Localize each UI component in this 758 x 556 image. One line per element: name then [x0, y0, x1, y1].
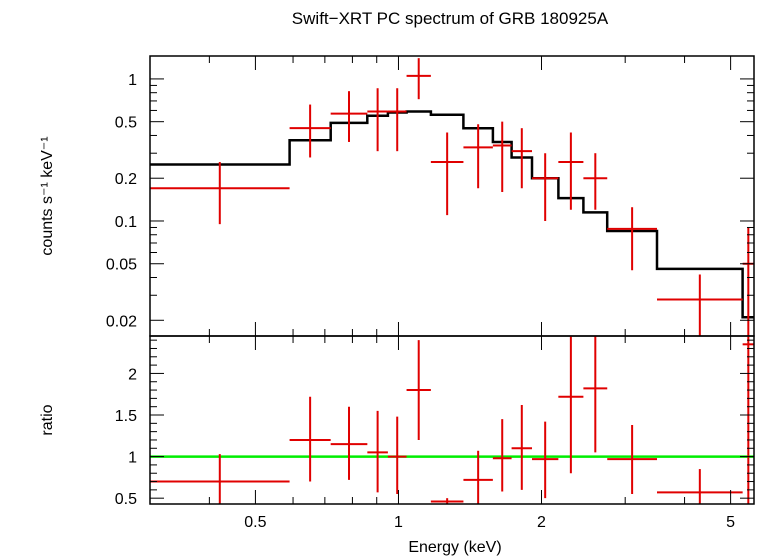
spectrum-y-tick-label: 0.02: [106, 313, 137, 330]
ratio-point: [330, 406, 368, 480]
ratio-point: [558, 336, 584, 474]
model-curve: [150, 110, 754, 319]
ratio-point: [387, 416, 407, 495]
ratio-axis-ticks: 0.5 1 2 5 0.5 1 1.5 2: [115, 336, 754, 531]
spectrum-point: [558, 132, 584, 210]
x-tick-label: 1: [394, 514, 403, 531]
model-step-line: [150, 110, 754, 319]
spectrum-point: [463, 124, 493, 189]
spectrum-y-tick-label: 0.5: [115, 115, 137, 132]
ratio-y-axis-label: ratio: [39, 404, 56, 435]
ratio-data-points: [150, 336, 754, 504]
spectrum-y-tick-label: 0.05: [106, 257, 137, 274]
spectrum-y-axis-label: counts s⁻¹ keV⁻¹: [39, 136, 56, 255]
spectrum-point: [289, 104, 331, 158]
spectrum-point: [607, 207, 658, 271]
ratio-panel: 0.5 1 2 5 0.5 1 1.5 2 ratio Energy (keV): [39, 335, 755, 556]
spectrum-point: [430, 132, 464, 216]
x-axis-label: Energy (keV): [408, 539, 501, 556]
spectrum-point: [367, 88, 388, 152]
ratio-point: [607, 424, 658, 495]
spectrum-plot-frame: [149, 55, 755, 337]
x-tick-label: 2: [537, 514, 546, 531]
spectrum-point: [492, 121, 512, 192]
ratio-point: [583, 336, 608, 453]
ratio-y-tick-label: 1.5: [115, 408, 137, 425]
spectrum-point: [532, 153, 559, 221]
ratio-y-tick-label: 2: [128, 366, 137, 383]
spectrum-point: [511, 128, 533, 189]
ratio-point: [406, 340, 431, 440]
ratio-y-tick-label: 0.5: [115, 491, 137, 508]
x-tick-label: 5: [726, 514, 735, 531]
ratio-point: [289, 396, 331, 482]
spectrum-point: [583, 153, 608, 210]
ratio-plot-frame: [149, 335, 755, 505]
ratio-point: [367, 410, 388, 493]
ratio-point: [657, 469, 743, 504]
spectrum-panel: 1 0.5 0.2 0.1 0.05 0.02 counts s⁻¹ keV⁻¹: [39, 55, 755, 337]
spectrum-point: [742, 227, 754, 336]
spectrum-point: [657, 274, 743, 336]
spectrum-point: [406, 58, 431, 100]
ratio-point: [742, 336, 754, 504]
spectrum-y-tick-label: 0.2: [115, 171, 137, 188]
ratio-point: [463, 450, 493, 504]
x-tick-label: 0.5: [244, 514, 266, 531]
ratio-point: [492, 419, 512, 492]
spectrum-data-points: [150, 58, 754, 336]
chart-title: Swift−XRT PC spectrum of GRB 180925A: [292, 9, 609, 28]
spectrum-point: [330, 91, 368, 142]
spectrum-point: [387, 88, 407, 152]
ratio-y-tick-label: 1: [128, 450, 137, 467]
ratio-point: [511, 405, 533, 490]
ratio-point: [532, 421, 559, 499]
spectrum-y-tick-label: 0.1: [115, 214, 137, 231]
ratio-point: [430, 498, 464, 504]
spectrum-axis-ticks: 1 0.5 0.2 0.1 0.05 0.02: [106, 56, 754, 336]
spectrum-point: [150, 162, 290, 225]
ratio-point: [150, 454, 290, 504]
spectrum-y-tick-label: 1: [128, 72, 137, 89]
